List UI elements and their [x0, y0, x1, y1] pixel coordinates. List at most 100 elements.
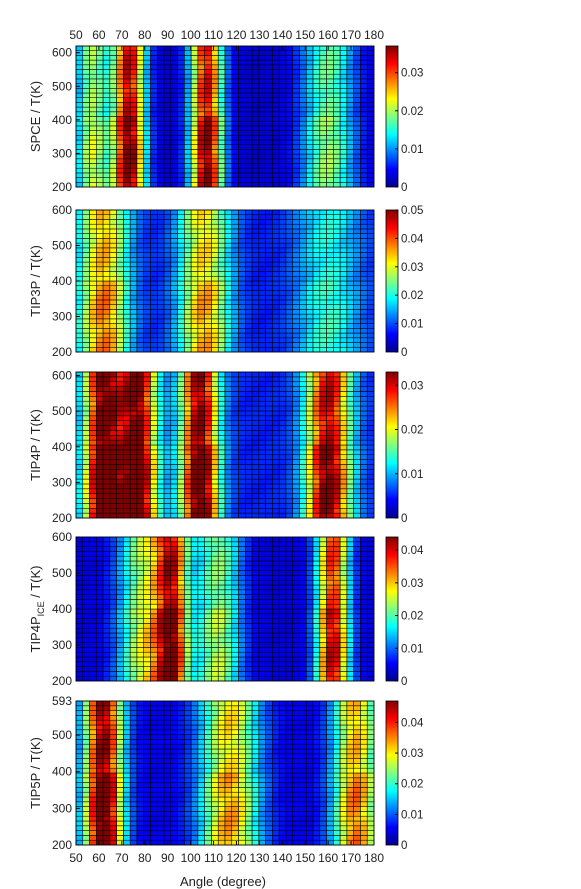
- heatmap-cell: [150, 309, 158, 315]
- heatmap-cell: [305, 261, 314, 268]
- heatmap-cell: [116, 444, 124, 451]
- heatmap-cell: [360, 342, 368, 348]
- heatmap-cell: [82, 332, 90, 339]
- heatmap-cell: [333, 271, 341, 277]
- heatmap-cell: [75, 102, 84, 108]
- heatmap-cell: [217, 214, 226, 220]
- heatmap-cell: [75, 503, 84, 509]
- heatmap-cell: [89, 493, 97, 499]
- heatmap-cell: [224, 172, 233, 178]
- heatmap-cell: [170, 420, 178, 426]
- heatmap-cell: [272, 584, 280, 591]
- heatmap-cell: [353, 488, 361, 494]
- heatmap-cell: [109, 172, 117, 178]
- heatmap-cell: [258, 280, 266, 287]
- heatmap-cell: [102, 59, 111, 66]
- heatmap-cell: [258, 599, 266, 605]
- heatmap-cell: [366, 627, 375, 634]
- heatmap-cell: [150, 116, 158, 122]
- heatmap-cell: [333, 599, 341, 605]
- heatmap-cell: [143, 584, 151, 591]
- heatmap-cell: [278, 88, 287, 94]
- heatmap-cell: [272, 579, 280, 586]
- heatmap-cell: [346, 666, 354, 672]
- heatmap-cell: [360, 454, 368, 460]
- heatmap-cell: [312, 97, 321, 103]
- heatmap-cell: [353, 285, 361, 291]
- heatmap-cell: [143, 78, 151, 84]
- heatmap-cell: [326, 661, 334, 667]
- heatmap-cell: [299, 425, 307, 431]
- heatmap-cell: [82, 167, 90, 174]
- heatmap-cell: [156, 92, 165, 98]
- heatmap-cell: [238, 623, 246, 629]
- heatmap-cell: [190, 257, 199, 263]
- heatmap-cell: [305, 120, 314, 127]
- heatmap-cell: [265, 478, 273, 485]
- heatmap-cell: [278, 228, 287, 234]
- heatmap-cell: [346, 228, 354, 234]
- heatmap-cell: [305, 346, 314, 353]
- heatmap-cell: [136, 675, 144, 682]
- heatmap-cell: [326, 637, 334, 643]
- heatmap-cell: [96, 618, 104, 624]
- heatmap-cell: [360, 125, 368, 131]
- heatmap-cell: [82, 627, 90, 634]
- heatmap-cell: [123, 83, 131, 89]
- heatmap-cell: [360, 50, 368, 56]
- heatmap-cell: [75, 589, 84, 595]
- heatmap-cell: [366, 469, 375, 475]
- heatmap-cell: [251, 415, 260, 421]
- heatmap-cell: [258, 623, 266, 629]
- heatmap-cell: [109, 69, 117, 75]
- heatmap-cell: [150, 120, 158, 127]
- heatmap-cell: [245, 309, 253, 315]
- heatmap-cell: [197, 228, 205, 234]
- heatmap-cell: [319, 59, 327, 66]
- heatmap-cell: [82, 420, 90, 426]
- heatmap-cell: [353, 271, 361, 277]
- heatmap-cell: [258, 483, 266, 490]
- heatmap-cell: [184, 92, 192, 98]
- heatmap-cell: [204, 608, 212, 615]
- heatmap-cell: [292, 493, 300, 499]
- heatmap-cell: [204, 613, 212, 619]
- heatmap-cell: [217, 163, 226, 169]
- heatmap-cell: [156, 623, 165, 629]
- heatmap-cell: [231, 228, 239, 234]
- heatmap-cell: [190, 405, 199, 412]
- heatmap-cell: [116, 337, 124, 343]
- heatmap-cell: [333, 498, 341, 504]
- heatmap-cell: [102, 219, 111, 225]
- heatmap-cell: [299, 106, 307, 113]
- heatmap-cell: [339, 507, 348, 514]
- heatmap-cell: [319, 328, 327, 334]
- heatmap-cell: [197, 391, 205, 397]
- heatmap-cell: [326, 238, 334, 244]
- heatmap-cell: [123, 88, 131, 94]
- heatmap-cell: [190, 299, 199, 305]
- heatmap-cell: [190, 430, 199, 436]
- heatmap-cell: [339, 83, 348, 89]
- heatmap-cell: [224, 575, 233, 581]
- heatmap-cell: [251, 135, 260, 141]
- heatmap-cell: [163, 618, 172, 624]
- heatmap-cell: [366, 318, 375, 324]
- heatmap-cell: [102, 328, 111, 334]
- heatmap-cell: [89, 425, 97, 431]
- heatmap-cell: [231, 632, 239, 639]
- heatmap-cell: [163, 167, 172, 174]
- heatmap-cell: [109, 209, 117, 216]
- heatmap-cell: [231, 242, 239, 249]
- heatmap-cell: [251, 478, 260, 485]
- heatmap-cell: [116, 313, 124, 320]
- heatmap-cell: [177, 342, 185, 348]
- heatmap-cell: [353, 594, 361, 600]
- heatmap-cell: [211, 656, 219, 663]
- heatmap-cell: [346, 405, 354, 412]
- heatmap-cell: [129, 391, 138, 397]
- heatmap-cell: [292, 153, 300, 160]
- heatmap-cell: [156, 498, 165, 504]
- heatmap-cell: [190, 78, 199, 84]
- heatmap-cell: [184, 575, 192, 581]
